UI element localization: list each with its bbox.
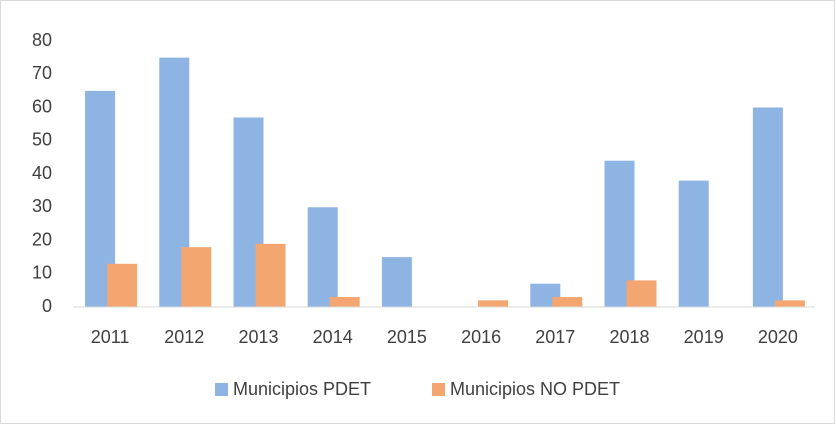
y-tick-label: 70 [32,63,52,83]
bar [626,280,657,307]
bar [181,247,212,307]
y-tick-label: 80 [32,30,52,50]
x-tick-label: 2011 [91,327,130,347]
y-tick-label: 30 [32,196,52,216]
bar [552,297,583,307]
x-tick-label: 2017 [535,327,575,347]
bar [329,297,360,307]
y-tick-label: 40 [32,163,52,183]
bar [255,243,286,307]
x-tick-label: 2019 [684,327,724,347]
bar [752,107,783,307]
legend-swatch [215,383,228,396]
legend-swatch [432,383,445,396]
y-tick-label: 20 [32,229,52,249]
y-tick-label: 0 [42,296,52,316]
x-tick-label: 2016 [461,327,501,347]
x-tick-label: 2014 [313,327,353,347]
y-tick-label: 10 [32,263,52,283]
x-tick-label: 2012 [164,327,204,347]
legend-label: Municipios PDET [233,379,371,399]
x-tick-label: 2020 [758,327,798,347]
bar [678,180,709,307]
x-tick-label: 2018 [609,327,649,347]
bar [478,300,509,307]
bar [107,263,138,307]
bar [307,207,338,307]
x-tick-label: 2015 [387,327,427,347]
bar [774,300,805,307]
bar [381,257,412,307]
x-tick-label: 2013 [238,327,278,347]
legend-label: Municipios NO PDET [450,379,620,399]
y-tick-label: 60 [32,96,52,116]
y-tick-label: 50 [32,130,52,150]
